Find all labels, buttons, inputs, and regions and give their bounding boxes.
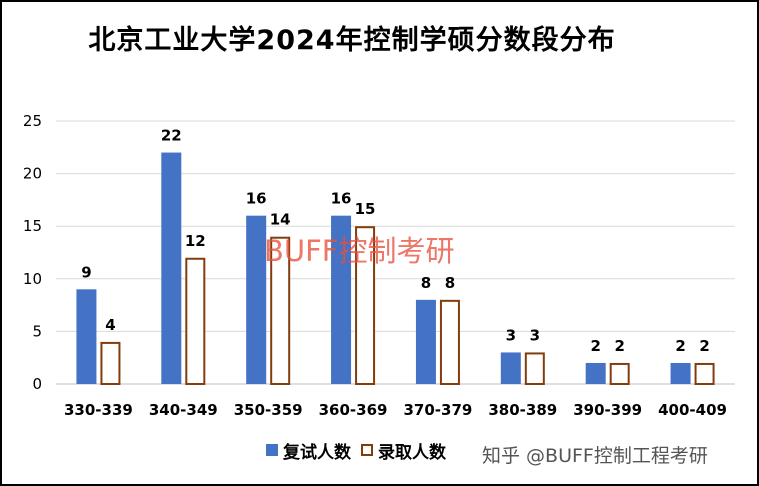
y-tick-label: 0 [32,375,42,393]
bar-series-1 [246,215,267,384]
x-category-label: 350-359 [234,401,303,419]
x-category-label: 390-399 [573,401,642,419]
legend-label-series-2: 录取人数 [378,442,446,463]
y-tick-label: 20 [23,165,42,183]
bar-series-1 [76,289,97,384]
data-label-series-1: 9 [81,263,91,281]
data-label-series-2: 8 [445,274,455,292]
watermark-corner: 知乎 @BUFF控制工程考研 [482,445,708,467]
bar-series-2 [524,352,545,386]
y-tick-label: 15 [23,217,42,235]
x-category-label: 330-339 [64,401,133,419]
chart-title: 北京工业大学2024年控制学硕分数段分布 [88,25,616,56]
data-label-series-1: 3 [506,326,516,344]
legend-item-series-1: 复试人数 [266,438,351,463]
data-label-series-1: 16 [331,190,352,208]
bar-series-2 [355,226,376,385]
bar-series-1 [670,362,691,384]
bar-series-2 [270,236,291,385]
bar-series-1 [161,152,182,384]
data-label-series-1: 22 [161,127,182,145]
bar-series-2 [609,362,630,385]
data-label-series-1: 8 [421,274,431,292]
data-label-series-2: 12 [185,232,206,250]
data-label-series-2: 3 [530,326,540,344]
bar-series-2 [694,362,715,385]
bar-series-1 [331,215,352,384]
data-label-series-2: 15 [355,200,376,218]
watermark-center: BUFF控制考研 [264,234,455,268]
bar-series-2 [185,257,206,386]
legend-item-series-2: 录取人数 [361,438,446,463]
data-label-series-1: 2 [675,337,685,355]
bar-series-1 [500,352,521,384]
data-label-series-1: 16 [246,190,267,208]
data-label-series-1: 2 [590,337,600,355]
bar-series-2 [439,299,460,385]
bar-series-2 [100,341,121,386]
x-category-label: 360-369 [319,401,388,419]
data-label-series-2: 2 [699,337,709,355]
legend-swatch-series-2 [361,444,373,456]
data-label-series-2: 14 [270,211,291,229]
bar-series-1 [585,362,606,384]
x-category-label: 370-379 [404,401,473,419]
x-category-label: 400-409 [658,401,727,419]
y-tick-label: 10 [23,270,42,288]
legend: 复试人数 录取人数 [266,438,446,463]
legend-label-series-1: 复试人数 [283,442,351,463]
legend-swatch-series-1 [266,444,278,456]
y-tick-label: 5 [32,322,42,340]
x-category-label: 380-389 [488,401,557,419]
data-label-series-2: 4 [105,316,115,334]
bar-series-1 [415,299,436,384]
y-tick-label: 25 [23,112,42,130]
x-category-label: 340-349 [149,401,218,419]
data-label-series-2: 2 [614,337,624,355]
